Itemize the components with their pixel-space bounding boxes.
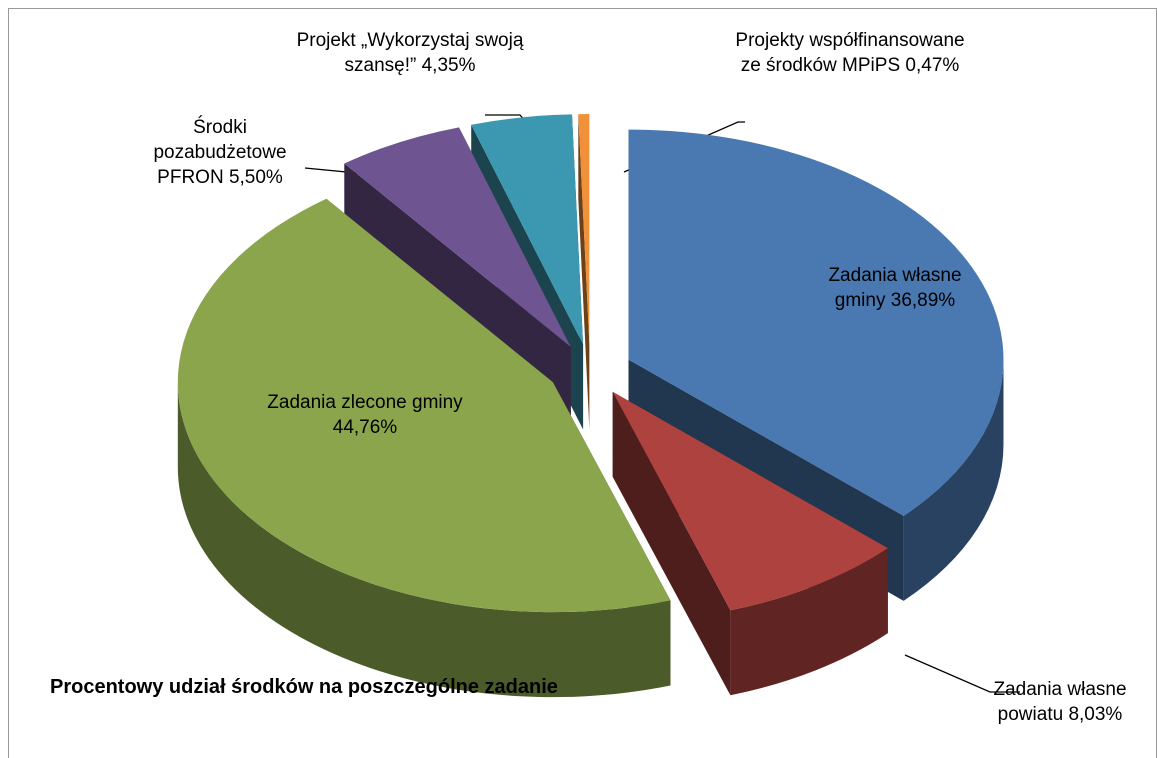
category-label: Projekt „Wykorzystaj swoją szansę!” (296, 30, 524, 76)
data-label: Zadania własne gminy 36,89% (805, 263, 985, 313)
value-label: 8,03% (1068, 704, 1123, 725)
data-label: Zadania własne powiatu 8,03% (960, 677, 1157, 727)
data-label: Środki pozabudżetowe PFRON 5,50% (135, 115, 305, 190)
connector (904, 654, 1020, 693)
chart-title: Procentowy udział środków na poszczególn… (50, 676, 558, 698)
slice-wall (612, 391, 731, 696)
category-label: Zadania zlecone gminy (267, 392, 463, 413)
slice (344, 127, 571, 347)
slice (471, 114, 584, 345)
category-label: Środki pozabudżetowe PFRON (153, 117, 287, 188)
slice (612, 391, 888, 611)
slice-side (903, 359, 1004, 601)
slice-side (177, 382, 671, 698)
slice (177, 198, 671, 613)
data-label: Projekty współfinansowane ze środków MPi… (735, 28, 965, 78)
category-label: Zadania własne gminy (828, 265, 962, 311)
value-label: 36,89% (890, 290, 956, 311)
slice (628, 129, 1004, 516)
slice (578, 113, 590, 344)
slice-wall (578, 114, 590, 429)
value-label: 4,35% (421, 55, 476, 76)
slice-side (730, 548, 888, 696)
value-label: 0,47% (905, 55, 960, 76)
data-label: Zadania zlecone gminy 44,76% (265, 390, 465, 440)
value-label: 44,76% (332, 417, 398, 438)
data-label: Projekt „Wykorzystaj swoją szansę!” 4,35… (295, 28, 525, 78)
category-label: Zadania własne powiatu (993, 679, 1127, 725)
category-label: Projekty współfinansowane ze środków MPi… (735, 30, 965, 76)
value-label: 5,50% (228, 167, 283, 188)
